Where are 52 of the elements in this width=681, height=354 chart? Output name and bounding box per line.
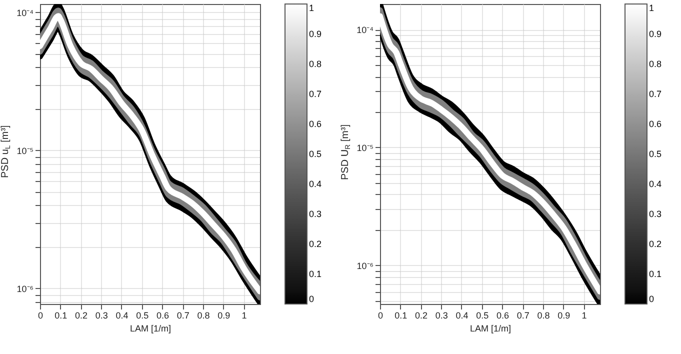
- color-bar-label: 0.4: [309, 179, 322, 189]
- y-tick-label: 10⁻⁵: [16, 146, 34, 156]
- color-bar-label: 0.5: [649, 149, 662, 159]
- color-bar-label: 1: [649, 3, 654, 13]
- color-bar-label: 0: [649, 294, 654, 304]
- color-bar-label: 1: [309, 3, 314, 13]
- x-tick-label: 0.5: [136, 310, 149, 320]
- x-tick-label: 0.8: [197, 310, 210, 320]
- color-bar-label: 0.3: [309, 209, 322, 219]
- y-tick-label: 10⁻⁴: [356, 25, 374, 36]
- color-bar-label: 0.1: [649, 269, 662, 279]
- x-tick-label: 0.6: [156, 310, 169, 320]
- x-tick-label: 0.4: [116, 310, 128, 320]
- y-tick-label: 10⁻⁶: [16, 284, 34, 294]
- x-tick-label: 1: [242, 310, 247, 320]
- color-bar-label: 0: [309, 294, 314, 304]
- x-tick-label: 0.7: [516, 310, 530, 320]
- color-bar-label: 0.5: [309, 149, 322, 159]
- color-bar-label: 0.8: [649, 59, 662, 69]
- x-axis-title: LAM [1/m]: [470, 324, 512, 334]
- color-bar-label: 0.1: [309, 269, 322, 279]
- color-bar-label: 0.2: [649, 239, 662, 249]
- color-bar-label: 0.7: [649, 89, 662, 99]
- x-tick-label: 0.2: [74, 310, 88, 320]
- x-tick-label: 0.3: [435, 310, 448, 320]
- y-tick-label: 10⁻⁵: [356, 142, 374, 153]
- x-tick-label: 0.6: [496, 310, 509, 320]
- color-bar-label: 0.2: [309, 239, 322, 249]
- x-tick-label: 0.1: [394, 310, 408, 320]
- x-tick-label: 0.2: [414, 310, 428, 320]
- x-tick-label: 0.7: [176, 310, 190, 320]
- color-bar-label: 0.6: [649, 119, 662, 129]
- color-bar-label: 0.7: [309, 89, 322, 99]
- x-axis-title: LAM [1/m]: [130, 324, 172, 334]
- x-tick-label: 0.4: [456, 310, 468, 320]
- x-tick-label: 0.9: [218, 310, 230, 320]
- color-bar-label: 0.9: [649, 29, 662, 39]
- color-bar-label: 0.8: [309, 59, 322, 69]
- x-tick-label: 0: [378, 310, 384, 320]
- color-bar-label: 0.4: [649, 179, 662, 189]
- y-tick-label: 10⁻⁶: [356, 260, 374, 271]
- color-bar-label: 0.6: [309, 119, 322, 129]
- x-tick-label: 0.5: [476, 310, 489, 320]
- color-bar-label: 0.9: [309, 29, 322, 39]
- color-bar-label: 0.3: [649, 209, 662, 219]
- y-tick-label: 10⁻⁴: [16, 8, 34, 18]
- x-tick-label: 1: [582, 310, 587, 320]
- x-tick-label: 0.9: [558, 310, 570, 320]
- x-tick-label: 0.3: [95, 310, 108, 320]
- x-tick-label: 0: [38, 310, 44, 320]
- x-tick-label: 0.8: [537, 310, 550, 320]
- x-tick-label: 0.1: [54, 310, 68, 320]
